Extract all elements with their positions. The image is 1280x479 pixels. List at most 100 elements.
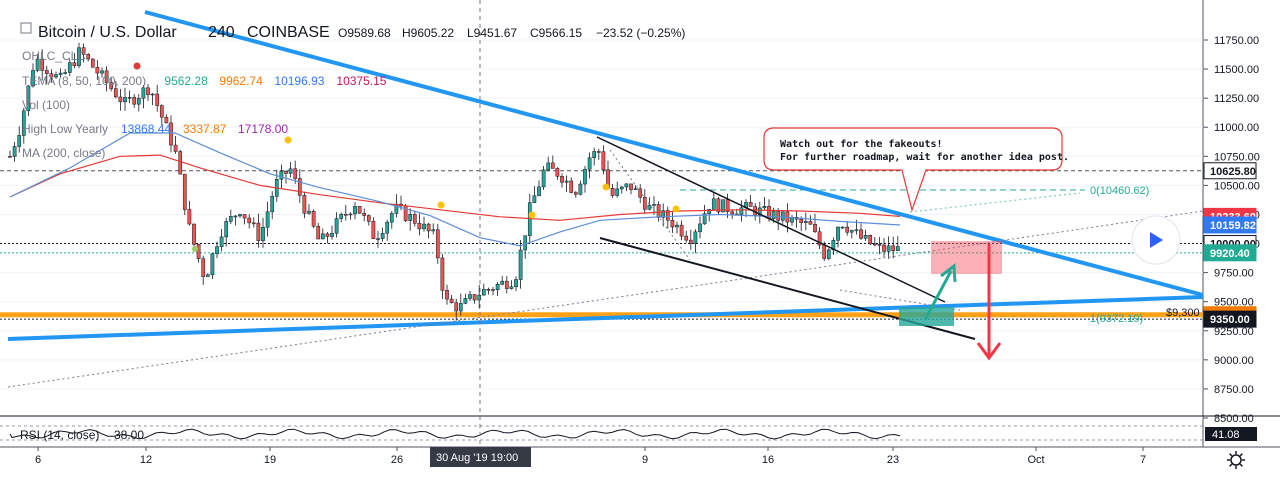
price-badge: 10625.80 bbox=[1203, 162, 1257, 180]
candle bbox=[730, 209, 735, 219]
price-tick: 10750.00 bbox=[1214, 151, 1260, 163]
symbol-exchange: COINBASE bbox=[247, 24, 330, 41]
candle bbox=[293, 160, 298, 184]
candle bbox=[523, 235, 528, 259]
time-tick: 9 bbox=[642, 454, 648, 466]
candle bbox=[491, 286, 495, 296]
indicator-label[interactable]: MA (200, close) bbox=[22, 146, 105, 160]
price-badge: 9350.00 bbox=[1203, 310, 1257, 328]
candle bbox=[334, 212, 339, 238]
indicator-label[interactable]: TEMA (8, 50, 100, 200) bbox=[22, 74, 146, 88]
fib-top-label: 0(10460.62) bbox=[1090, 185, 1149, 197]
rising-trendline[interactable] bbox=[7, 295, 1204, 341]
candle bbox=[155, 84, 160, 112]
candle bbox=[449, 295, 454, 304]
candle bbox=[104, 66, 109, 92]
indicator-label[interactable]: High Low Yearly bbox=[22, 122, 108, 136]
indicator-label[interactable]: Vol (100) bbox=[22, 98, 70, 112]
candle bbox=[546, 156, 551, 172]
candle bbox=[233, 215, 238, 226]
candle bbox=[26, 85, 31, 117]
upper-channel-line[interactable] bbox=[596, 136, 946, 303]
candle bbox=[679, 220, 684, 241]
candle bbox=[472, 293, 477, 304]
price-tick: 9500.00 bbox=[1214, 297, 1254, 309]
candle bbox=[353, 202, 357, 220]
candle bbox=[849, 229, 854, 239]
crosshair-time-label: 30 Aug '19 19:00 bbox=[436, 452, 518, 464]
indicator-value: 9962.74 bbox=[219, 74, 263, 88]
indicator-value: 17178.00 bbox=[238, 122, 288, 136]
candle bbox=[159, 104, 164, 126]
candle bbox=[210, 252, 215, 280]
symbol-name[interactable]: Bitcoin / U.S. Dollar bbox=[38, 24, 177, 41]
candle bbox=[77, 42, 81, 69]
green-arrow bbox=[923, 270, 953, 321]
candle bbox=[100, 67, 104, 78]
candle bbox=[58, 68, 63, 78]
candle bbox=[891, 236, 896, 259]
rsi-pane: RSI (14, close) 38.00 41.08 bbox=[0, 425, 1257, 442]
candle bbox=[21, 107, 26, 144]
annotation-line-1: Watch out for the fakeouts! bbox=[780, 139, 943, 150]
candle bbox=[380, 227, 385, 242]
candle bbox=[385, 219, 390, 241]
price-tick: 11750.00 bbox=[1214, 35, 1259, 47]
pivot-dot bbox=[133, 62, 141, 70]
ma-200-line bbox=[9, 154, 901, 221]
candle bbox=[307, 204, 311, 215]
candle bbox=[872, 237, 877, 247]
annotation-callout[interactable]: Watch out for the fakeouts! For further … bbox=[763, 127, 1069, 213]
candle bbox=[882, 238, 886, 258]
candle bbox=[813, 213, 817, 233]
candle bbox=[541, 166, 546, 191]
green-arrowhead-icon bbox=[940, 263, 957, 283]
candle bbox=[8, 150, 12, 158]
candle bbox=[371, 217, 376, 240]
candle bbox=[877, 236, 882, 255]
candle bbox=[132, 93, 137, 108]
candle bbox=[675, 221, 679, 234]
candle bbox=[684, 230, 689, 243]
candle bbox=[256, 213, 261, 248]
candle bbox=[311, 209, 316, 229]
indicator-value: 10196.93 bbox=[274, 74, 324, 88]
indicator-value: 13868.44 bbox=[121, 122, 171, 136]
settings-gear-icon[interactable] bbox=[1227, 451, 1245, 469]
price-tick: 10500.00 bbox=[1214, 180, 1260, 192]
pivot-dot bbox=[284, 136, 292, 144]
play-button[interactable] bbox=[1131, 215, 1181, 265]
candle bbox=[550, 155, 555, 169]
price-badge-label: 10159.82 bbox=[1210, 220, 1256, 232]
time-tick: 16 bbox=[762, 454, 774, 466]
candle bbox=[118, 88, 123, 111]
candle bbox=[219, 228, 224, 252]
candle bbox=[339, 212, 344, 223]
red-arrowhead-icon bbox=[976, 342, 1002, 361]
time-axis[interactable]: 6 12 19 26 9 16 23 Oct 7 bbox=[35, 447, 1146, 466]
candle bbox=[44, 65, 49, 84]
candle bbox=[514, 276, 518, 292]
candle bbox=[642, 189, 647, 214]
price-badge-label: 10625.80 bbox=[1210, 166, 1256, 178]
candle bbox=[817, 227, 822, 250]
candle bbox=[808, 215, 813, 225]
candle bbox=[790, 215, 794, 226]
candle bbox=[665, 206, 670, 229]
candle bbox=[592, 147, 597, 166]
price-axis[interactable]: 11750.00 11500.00 11250.00 11000.00 10750.00… bbox=[1203, 35, 1260, 425]
candle bbox=[564, 175, 569, 193]
drawings bbox=[7, 10, 1204, 388]
time-tick: 26 bbox=[391, 454, 403, 466]
price-tick: 11000.00 bbox=[1214, 122, 1259, 134]
candle bbox=[748, 195, 753, 207]
symbol-interval[interactable]: 240 bbox=[208, 24, 235, 41]
indicator-label[interactable]: OHLC_CLC bbox=[22, 49, 86, 63]
candle bbox=[698, 216, 702, 239]
time-tick: 12 bbox=[140, 454, 152, 466]
candle bbox=[468, 290, 472, 301]
candle bbox=[440, 253, 445, 299]
candle bbox=[569, 177, 574, 194]
descending-trendline[interactable] bbox=[144, 10, 1204, 297]
